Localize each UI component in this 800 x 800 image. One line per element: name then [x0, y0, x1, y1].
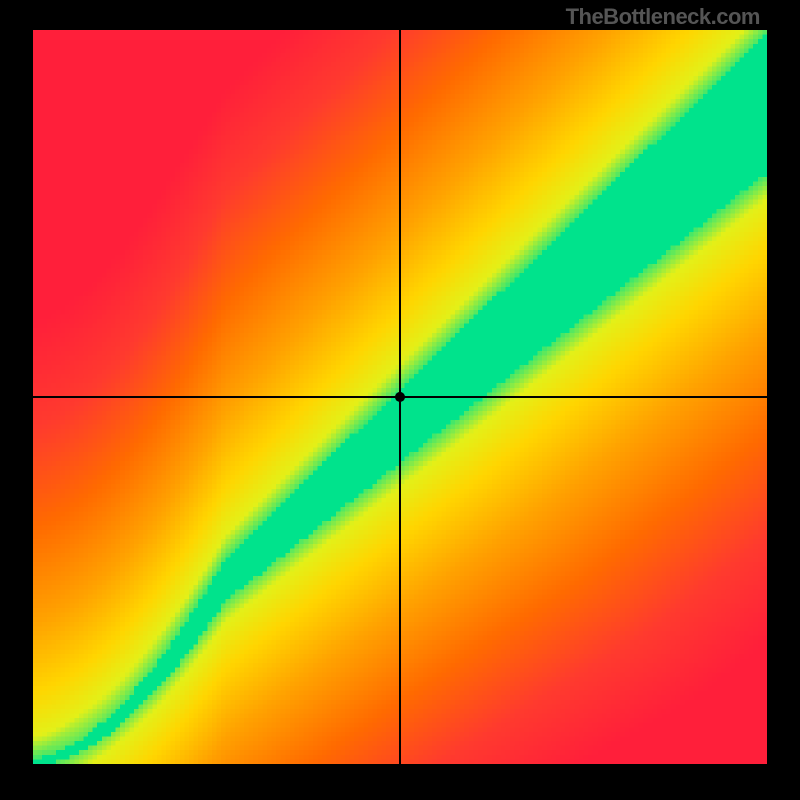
- crosshair-overlay: [0, 0, 800, 800]
- attribution-watermark: TheBottleneck.com: [566, 4, 760, 30]
- chart-container: TheBottleneck.com: [0, 0, 800, 800]
